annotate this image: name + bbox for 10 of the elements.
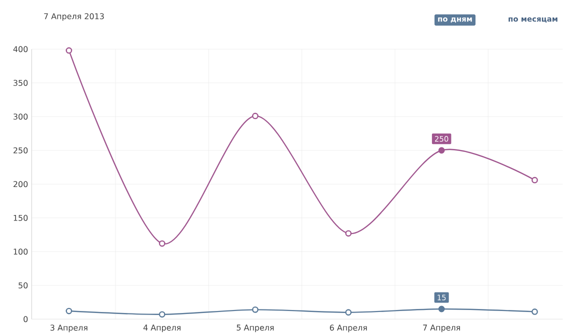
point [66,308,72,314]
point [345,230,352,237]
point [252,306,258,313]
point [66,47,72,54]
point [252,112,258,120]
point [158,311,166,318]
point [158,240,166,247]
point [532,176,538,184]
point [345,309,352,316]
point [532,308,538,315]
